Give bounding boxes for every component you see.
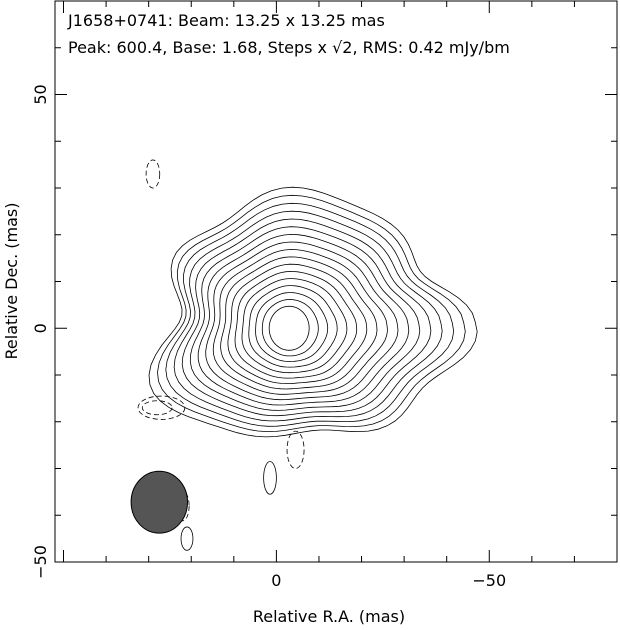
title-line-2: Peak: 600.4, Base: 1.68, Steps x √2, RMS… [68, 38, 510, 57]
contour-level [261, 298, 319, 357]
contour-level [220, 256, 378, 390]
contour-level [157, 194, 466, 433]
y-tick-labels: 50 0 −50 [31, 84, 50, 579]
contour-level [165, 202, 455, 427]
x-tick-label: 0 [271, 571, 281, 590]
contour-level [255, 292, 329, 362]
contour-level [241, 278, 348, 374]
y-tick-label: 50 [31, 84, 50, 104]
contour-level [148, 186, 478, 438]
contour-level [197, 233, 410, 406]
negative-contour [141, 400, 173, 416]
y-tick-label: 0 [31, 323, 50, 333]
contour-set [148, 186, 478, 438]
positive-island [180, 526, 194, 551]
contour-level [268, 305, 310, 351]
contour-level [227, 263, 368, 384]
x-tick-labels: 0 −50 [271, 571, 506, 590]
contour-level [212, 249, 388, 395]
plot-frame [54, 0, 618, 563]
y-tick-label: −50 [31, 545, 50, 579]
contour-level [189, 226, 421, 411]
contour-level [248, 285, 338, 368]
negative-contour [137, 395, 186, 420]
sqrt-symbol: √2 [332, 38, 352, 57]
positive-islands [180, 461, 277, 551]
x-tick-label: −50 [472, 571, 506, 590]
contour-level [234, 270, 358, 379]
negative-contour [145, 159, 161, 189]
axis-ticks [55, 0, 618, 563]
beam-ellipse [130, 470, 189, 534]
positive-island [263, 461, 277, 495]
negative-contour [286, 430, 305, 469]
contour-level [205, 241, 399, 401]
contour-level [181, 218, 432, 417]
x-axis-label: Relative R.A. (mas) [253, 607, 405, 626]
contour-level [173, 210, 443, 422]
y-axis-label: Relative Dec. (mas) [2, 203, 21, 360]
title-line-1: J1658+0741: Beam: 13.25 x 13.25 mas [67, 11, 385, 30]
negative-contour-set [137, 159, 305, 522]
